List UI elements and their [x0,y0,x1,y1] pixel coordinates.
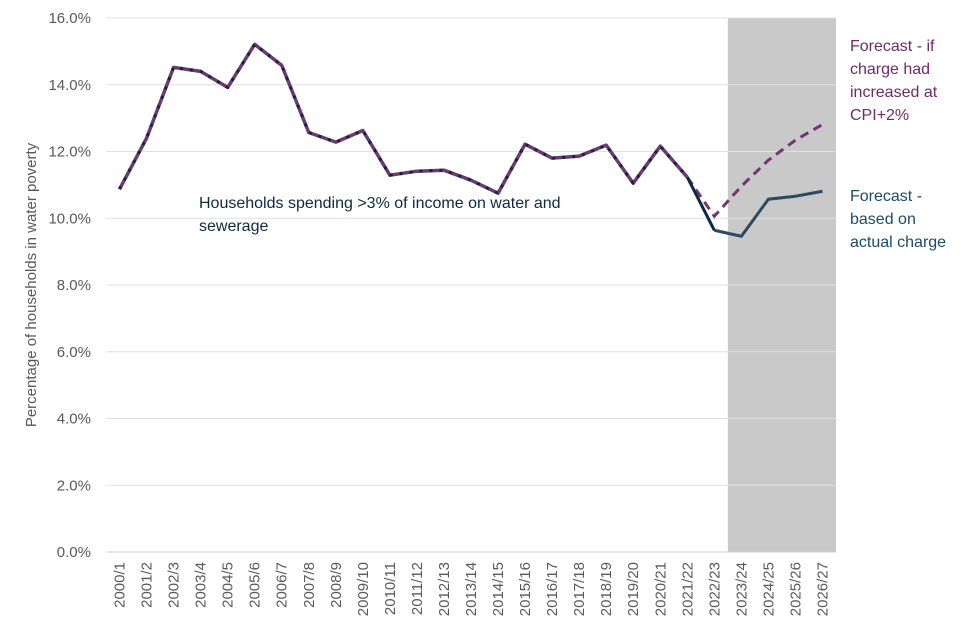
x-tick-label: 2012/13 [436,562,453,616]
x-tick-label: 2011/12 [409,562,426,615]
x-tick-label: 2009/10 [355,562,372,616]
x-tick-label: 2007/8 [301,562,318,608]
y-tick-label: 16.0% [48,10,91,27]
x-tick-label: 2023/24 [733,562,750,616]
x-tick-label: 2017/18 [571,562,588,616]
x-tick-label: 2025/26 [787,562,804,616]
x-tick-label: 2013/14 [463,562,480,616]
series-line-forecast-actual [714,189,823,238]
x-tick-label: 2015/16 [517,562,534,616]
x-tick-label: 2026/27 [814,562,831,616]
x-tick-label: 2014/15 [490,562,507,616]
x-tick-label: 2020/21 [652,562,669,616]
x-tick-label: 2002/3 [166,562,183,608]
x-tick-label: 2021/22 [679,562,696,616]
annotation-historical: Households spending >3% of income on wat… [199,195,561,235]
series-line-forecast-actual [685,176,716,231]
x-tick-label: 2016/17 [544,562,561,616]
x-tick-label: 2010/11 [382,562,399,615]
x-tick-label: 2004/5 [220,562,237,608]
series-line-forecast-cpi [686,123,824,219]
y-axis-label: Percentage of households in water povert… [23,142,40,427]
y-tick-label: 14.0% [48,77,91,94]
x-tick-label: 2019/20 [625,562,642,616]
x-tick-label: 2001/2 [139,562,156,608]
y-tick-label: 6.0% [57,344,91,361]
y-tick-label: 4.0% [57,411,91,428]
y-tick-label: 0.0% [57,544,91,561]
annotation-forecast-cpi: Forecast - if charge had increased at CP… [850,38,938,124]
x-tick-label: 2003/4 [193,562,210,608]
x-tick-label: 2006/7 [274,562,291,608]
y-tick-label: 12.0% [48,144,91,161]
y-tick-label: 2.0% [57,477,91,494]
x-tick-label: 2018/19 [598,562,615,616]
x-tick-label: 2008/9 [328,562,345,608]
series-line-historical [117,42,689,195]
series-line-historical-overlay [118,42,689,195]
x-tick-label: 2000/1 [112,562,129,608]
x-tick-label: 2005/6 [247,562,264,608]
y-tick-label: 8.0% [57,277,91,294]
y-tick-label: 10.0% [48,210,91,227]
annotation-forecast-actual: Forecast - based on actual charge [850,188,947,251]
x-tick-label: 2022/23 [706,562,723,616]
x-tick-label: 2024/25 [760,562,777,616]
